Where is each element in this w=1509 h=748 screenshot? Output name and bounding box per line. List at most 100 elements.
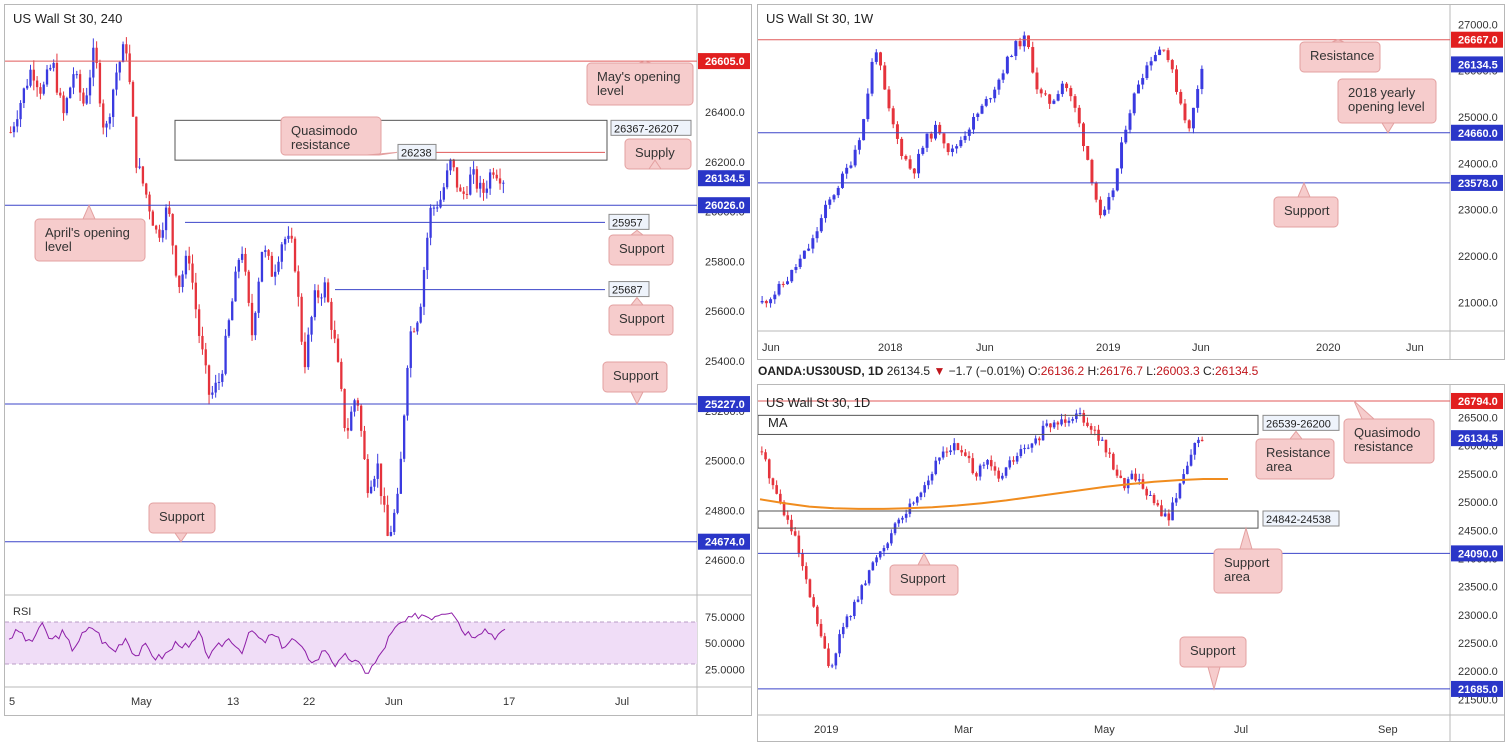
- candle-body: [98, 62, 102, 104]
- candle-body: [363, 430, 366, 460]
- candle-body: [945, 451, 949, 453]
- candle-body: [1094, 182, 1098, 200]
- candle-body: [993, 89, 997, 99]
- candle-body: [128, 53, 131, 83]
- candle-body: [1115, 168, 1119, 191]
- change-down-icon: ▼: [933, 364, 946, 378]
- candle-body: [495, 174, 498, 179]
- candle-body: [819, 218, 823, 232]
- candle-body: [908, 159, 912, 169]
- candle-body: [1082, 123, 1085, 146]
- candle-body: [1156, 503, 1160, 506]
- candle-body: [422, 270, 426, 307]
- candle-body: [459, 187, 462, 192]
- x-tick-label: Jun: [976, 342, 994, 354]
- candle-body: [492, 172, 495, 175]
- candle-body: [773, 294, 777, 300]
- x-tick-label: 2019: [814, 724, 838, 736]
- candle-body: [346, 427, 350, 431]
- candle-body: [849, 616, 852, 618]
- x-tick-label: Jun: [1192, 342, 1210, 354]
- level-box: [397, 143, 437, 160]
- candle-body: [1098, 199, 1102, 216]
- candle-body: [875, 557, 878, 563]
- candle-body: [1130, 473, 1134, 480]
- candle-body: [287, 235, 290, 239]
- annotation-text: Support: [619, 241, 665, 256]
- weekly-chart-panel[interactable]: 21000.022000.023000.024000.025000.026000…: [757, 4, 1505, 360]
- candle-body: [1179, 91, 1183, 104]
- candle-body: [1038, 438, 1041, 441]
- h4-chart-panel[interactable]: 24600.024800.025000.025200.025400.025600…: [4, 4, 752, 716]
- candle-body: [416, 322, 419, 332]
- candle-body: [257, 281, 260, 313]
- last-price: 26134.5: [886, 364, 931, 378]
- candle-body: [1200, 68, 1204, 90]
- candle-body: [1030, 443, 1034, 448]
- candle-body: [764, 452, 767, 460]
- low-value: 26003.3: [1156, 364, 1200, 378]
- candle-body: [445, 170, 449, 188]
- daily-chart[interactable]: 21500.022000.022500.023000.023500.024000…: [758, 385, 1504, 741]
- candle-body: [138, 166, 141, 168]
- price-tag: [1451, 56, 1503, 73]
- candle-body: [462, 191, 465, 194]
- candle-body: [1137, 479, 1141, 481]
- candle-body: [49, 67, 52, 70]
- candle-body: [956, 443, 960, 451]
- candle-body: [330, 301, 333, 330]
- candle-body: [274, 271, 277, 277]
- candle-body: [59, 92, 62, 96]
- candle-body: [959, 140, 963, 147]
- candle-body: [952, 443, 956, 451]
- weekly-chart[interactable]: 21000.022000.023000.024000.025000.026000…: [758, 5, 1504, 359]
- price-tag: [698, 170, 750, 187]
- y-tick-label: 25000.0: [1458, 497, 1498, 509]
- candle-body: [214, 382, 217, 393]
- candle-body: [997, 470, 1000, 479]
- candle-body: [812, 597, 815, 607]
- candle-body: [823, 636, 827, 649]
- h4-chart[interactable]: 24600.024800.025000.025200.025400.025600…: [5, 5, 751, 715]
- candle-body: [472, 169, 475, 175]
- daily-chart-panel[interactable]: 21500.022000.022500.023000.023500.024000…: [757, 384, 1505, 742]
- candle-body: [1052, 422, 1056, 428]
- candle-body: [836, 187, 840, 196]
- candle-body: [997, 79, 1001, 90]
- price-tag-label: 26605.0: [705, 56, 745, 68]
- candle-body: [849, 165, 853, 168]
- candle-body: [819, 623, 823, 637]
- candle-body: [419, 306, 422, 323]
- price-tag-label: 21685.0: [1458, 684, 1498, 696]
- annotation-text: Quasimodo: [291, 123, 357, 138]
- annotation-pointer: [1381, 122, 1395, 134]
- candle-body: [402, 415, 406, 459]
- candle-body: [1145, 488, 1148, 496]
- candle-body: [984, 99, 988, 106]
- price-tag-label: 26134.5: [705, 173, 745, 185]
- candle-body: [320, 297, 323, 299]
- candle-body: [989, 460, 993, 467]
- candle-body: [1191, 107, 1195, 129]
- candle-body: [900, 138, 904, 156]
- moving-average-line: [759, 478, 1228, 510]
- candle-body: [300, 296, 303, 342]
- candle-body: [845, 167, 849, 174]
- candle-body: [856, 599, 860, 602]
- x-tick-label: 2019: [1096, 342, 1120, 354]
- candle-body: [409, 331, 412, 368]
- candle-body: [1107, 197, 1111, 210]
- candle-body: [834, 653, 838, 666]
- candle-body: [841, 627, 845, 635]
- candle-body: [336, 338, 340, 362]
- candle-body: [964, 452, 967, 456]
- level-box: [608, 281, 650, 298]
- candle-body: [1063, 419, 1067, 423]
- annotation-pointer: [366, 151, 398, 156]
- candle-body: [174, 245, 178, 276]
- annotation-text: April's opening: [45, 225, 130, 240]
- candle-body: [1060, 419, 1063, 425]
- candle-body: [950, 148, 954, 153]
- candle-body: [502, 182, 505, 184]
- candle-body: [436, 207, 439, 209]
